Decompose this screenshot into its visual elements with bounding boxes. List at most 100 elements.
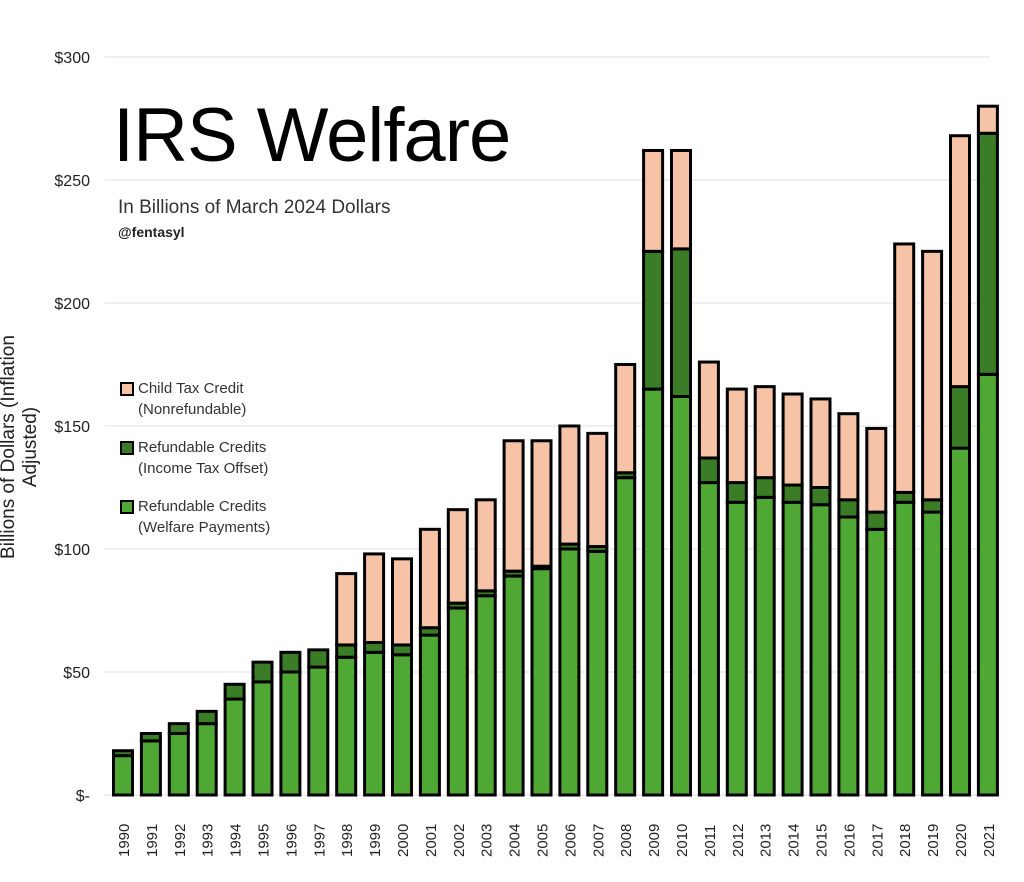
x-tick-label: 2011	[702, 825, 719, 857]
bar-segment-1992-0	[167, 732, 190, 797]
y-tick-label: $-	[76, 788, 90, 805]
x-tick-label: 2017	[869, 824, 886, 857]
bar-segment-2013-2	[753, 385, 776, 480]
y-tick-label: $100	[54, 542, 90, 559]
y-tick-label: $150	[54, 419, 90, 436]
bar-segment-2009-1	[642, 249, 665, 391]
x-tick-label: 2014	[786, 824, 803, 857]
x-tick-label: 2004	[507, 824, 524, 857]
bar-segment-1990-1	[112, 749, 134, 758]
bar-segment-2011-2	[697, 360, 720, 460]
bar-segment-1994-0	[223, 697, 246, 797]
bar-segment-2019-2	[921, 249, 944, 502]
bar-segment-2016-2	[837, 412, 860, 502]
bar-segment-1992-1	[167, 722, 190, 735]
bar-segment-2000-0	[391, 653, 413, 797]
x-tick-label: 1994	[228, 824, 245, 857]
bar-segment-2021-2	[976, 104, 999, 135]
bar-segment-2010-0	[670, 394, 692, 797]
bar-segment-2011-1	[697, 456, 720, 485]
bar-segment-2001-2	[418, 527, 441, 630]
bar-segment-2009-2	[642, 148, 665, 253]
x-tick-label: 2013	[758, 824, 775, 857]
bar-segment-2002-2	[446, 508, 469, 605]
x-tick-label: 1991	[144, 824, 161, 857]
bar-segment-1995-0	[251, 680, 274, 797]
legend-item-child-tax-credit: Child Tax Credit (Nonrefundable)	[120, 378, 270, 420]
bars	[112, 104, 999, 797]
x-tick-label: 1997	[311, 824, 328, 857]
bar-segment-2020-0	[949, 446, 971, 797]
x-tick-label: 2018	[897, 824, 914, 857]
legend-label-sub: (Nonrefundable)	[138, 401, 247, 418]
x-tick-label: 2007	[590, 824, 607, 857]
legend-label-sub: (Income Tax Offset)	[138, 460, 269, 477]
bar-segment-2021-0	[976, 372, 999, 797]
bar-segment-1998-2	[335, 572, 358, 647]
x-tick-labels: 1990 1991 1992 1993 1994 1995 1996 1997 1998 1999…	[116, 824, 998, 857]
bar-segment-2015-2	[809, 397, 832, 489]
x-tick-label: 2010	[674, 824, 691, 857]
bar-segment-2020-2	[949, 134, 971, 389]
bar-segment-2003-2	[474, 498, 497, 593]
bar-segment-2004-0	[502, 574, 525, 797]
bar-segment-2012-1	[725, 481, 748, 504]
bar-segment-2000-2	[391, 557, 413, 647]
bar-segment-2007-2	[586, 431, 609, 549]
bar-segment-2017-1	[865, 510, 888, 531]
x-tick-label: 2012	[730, 824, 747, 857]
legend-swatch	[120, 500, 134, 514]
bar-segment-2014-1	[781, 483, 804, 504]
y-tick-labels: $- $50 $100 $150 $200 $250 $300	[54, 50, 90, 805]
bar-segment-1995-1	[251, 660, 274, 684]
bar-segment-2014-0	[781, 500, 804, 797]
bar-segment-2011-0	[697, 481, 720, 797]
bar-segment-2010-2	[670, 148, 692, 251]
bar-segment-1993-1	[195, 709, 218, 726]
bar-segment-2013-0	[753, 495, 776, 797]
y-axis-label: Billions of Dollars (Inflation Adjusted)	[0, 335, 41, 559]
y-tick-label: $300	[54, 50, 90, 67]
x-tick-label: 2003	[479, 824, 496, 857]
bar-segment-2005-0	[530, 567, 553, 797]
bar-segment-2006-2	[558, 424, 581, 546]
x-tick-label: 2016	[841, 824, 858, 857]
bar-segment-1998-1	[335, 643, 358, 659]
bar-segment-1996-0	[279, 670, 302, 797]
bar-segment-2018-2	[893, 242, 916, 494]
legend-label: Refundable Credits	[138, 498, 267, 515]
bar-segment-2016-1	[837, 498, 860, 519]
bar-segment-2017-0	[865, 527, 888, 797]
bar-segment-2007-0	[586, 549, 609, 797]
legend: Child Tax Credit (Nonrefundable) Refundab…	[120, 378, 270, 555]
bar-segment-2012-2	[725, 387, 748, 485]
bar-segment-1999-2	[363, 552, 386, 644]
bar-segment-2008-2	[614, 363, 637, 475]
bar-segment-2003-0	[474, 594, 497, 797]
chart-subtitle: In Billions of March 2024 Dollars	[118, 197, 391, 218]
legend-item-income-tax-offset: Refundable Credits (Income Tax Offset)	[120, 437, 270, 479]
bar-segment-2002-0	[446, 606, 469, 797]
legend-label: Refundable Credits	[138, 439, 267, 456]
bar-segment-1991-0	[139, 739, 162, 797]
legend-label: Child Tax Credit	[138, 380, 244, 397]
bar-segment-2019-1	[921, 498, 944, 514]
bar-segment-2019-0	[921, 510, 944, 797]
legend-label-sub: (Welfare Payments)	[138, 519, 271, 536]
x-tick-label: 2020	[953, 824, 970, 857]
bar-segment-2014-2	[781, 392, 804, 487]
bar-segment-2008-0	[614, 476, 637, 797]
bar-segment-2010-1	[670, 247, 692, 398]
y-tick-label: $50	[63, 665, 90, 682]
x-tick-label: 1993	[200, 824, 217, 857]
bar-segment-2005-2	[530, 439, 553, 568]
x-tick-label: 2000	[395, 824, 412, 857]
chart-title: IRS Welfare	[113, 93, 511, 178]
bar-segment-1996-1	[279, 650, 302, 674]
bar-segment-1997-0	[307, 665, 330, 797]
bar-segment-2020-1	[949, 385, 971, 450]
bar-segment-2018-0	[893, 500, 916, 797]
bar-segment-1999-0	[363, 650, 386, 797]
x-tick-label: 2005	[535, 824, 552, 857]
bar-segment-2004-2	[502, 439, 525, 573]
